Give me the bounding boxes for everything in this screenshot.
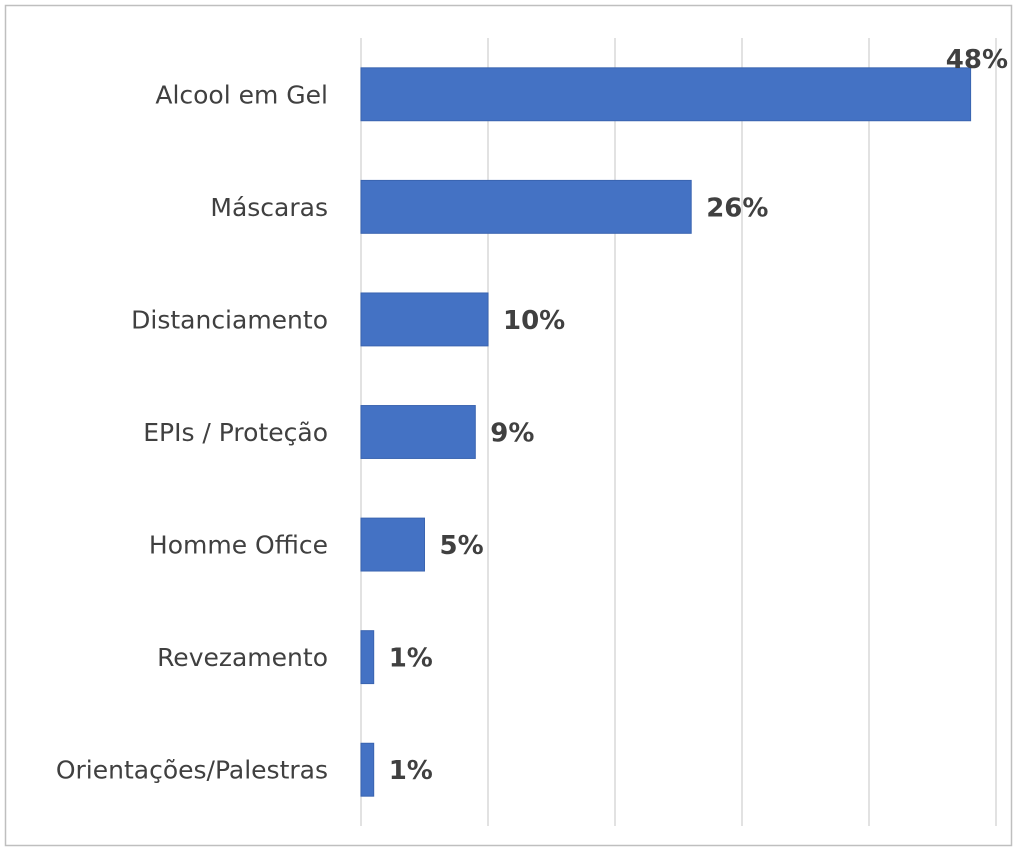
y-tick-label: Revezamento xyxy=(157,643,328,672)
bar xyxy=(360,630,375,685)
y-tick-label: Máscaras xyxy=(210,193,328,222)
bar xyxy=(360,67,972,122)
data-label: 5% xyxy=(440,531,484,561)
y-tick-label: EPIs / Proteção xyxy=(143,418,328,447)
data-label: 1% xyxy=(389,644,433,674)
y-tick-label: Orientações/Palestras xyxy=(56,756,328,785)
data-label: 48% xyxy=(946,45,1008,75)
bar xyxy=(360,742,375,797)
data-label: 9% xyxy=(490,419,534,449)
bar xyxy=(360,179,692,234)
y-tick-label: Alcool em Gel xyxy=(155,80,328,109)
bar xyxy=(360,517,425,572)
y-tick-label: Homme Office xyxy=(149,531,328,560)
data-label: 10% xyxy=(503,306,565,336)
bar xyxy=(360,292,489,347)
chart-frame xyxy=(4,4,1013,847)
bar xyxy=(360,405,476,459)
y-tick-label: Distanciamento xyxy=(131,305,328,334)
data-label: 26% xyxy=(706,193,768,223)
data-label: 1% xyxy=(389,756,433,786)
